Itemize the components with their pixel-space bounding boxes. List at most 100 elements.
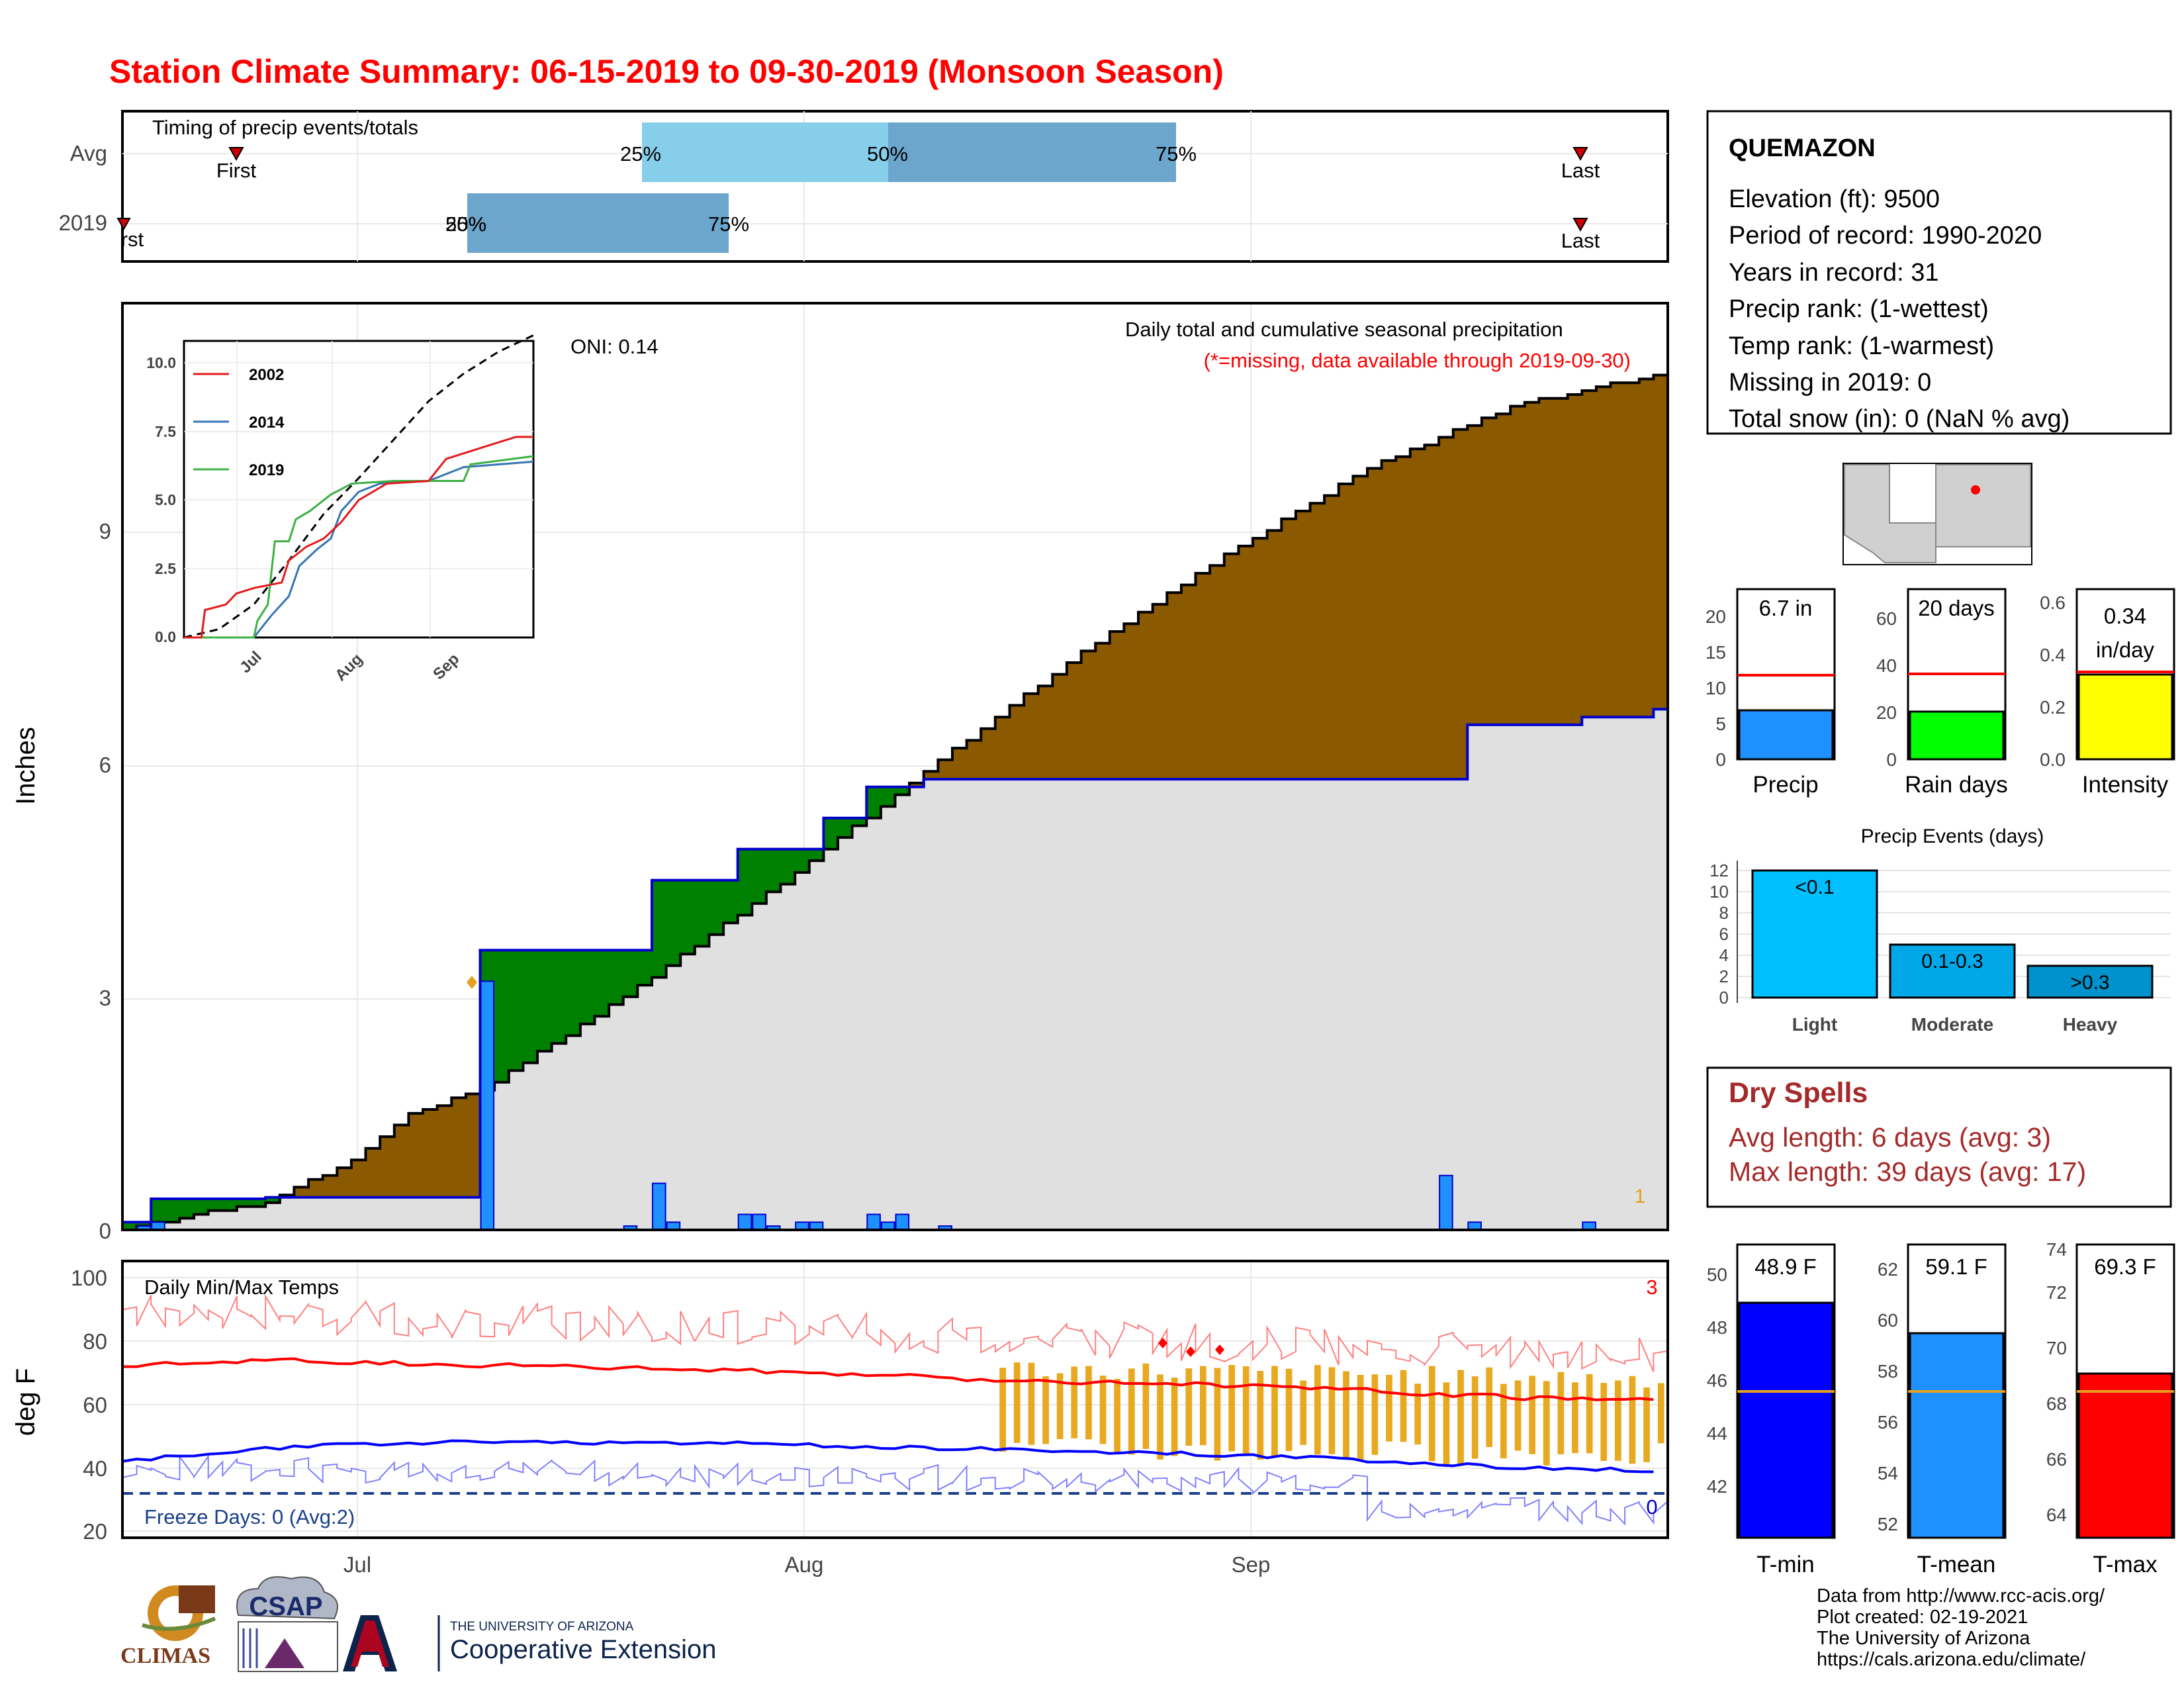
events-ytick-10: 10 <box>1709 882 1729 902</box>
daily-temp-range-bar <box>1572 1382 1578 1454</box>
daily-temp-range-bar <box>1615 1380 1621 1461</box>
dry-spells-max: Max length: 39 days (avg: 17) <box>1729 1156 2086 1187</box>
events-bar-light <box>1751 869 1878 999</box>
precip-bar <box>1738 709 1834 761</box>
inset-ytick-2.5: 2.5 <box>155 560 176 577</box>
main-caption: Daily total and cumulative seasonal prec… <box>1125 318 1563 341</box>
intensity-value: 0.34 <box>2104 604 2146 628</box>
temp-ytick-60: 60 <box>83 1393 107 1417</box>
tmin-label: T-min <box>1756 1552 1815 1577</box>
tmean-ytick-54: 54 <box>1878 1463 1898 1483</box>
tmin-mean-line <box>122 1439 1654 1474</box>
daily-precip-bars <box>136 980 1596 1231</box>
daily-temp-range-bar <box>999 1368 1006 1452</box>
tmin-ytick-50: 50 <box>1707 1264 1727 1285</box>
daily-temp-range-bar <box>1300 1380 1307 1445</box>
daily-temp-range-bar <box>1128 1368 1135 1455</box>
precip-ytick-10: 10 <box>1706 678 1726 698</box>
temp-ytick-40: 40 <box>83 1456 107 1481</box>
daily-temp-range-bar <box>1285 1368 1293 1451</box>
inset-avg-line <box>183 334 534 639</box>
footer-line-3: The University of Arizona <box>1817 1628 2030 1649</box>
daily-precip-bar <box>737 1213 752 1231</box>
climas-wordmark: CLIMAS <box>120 1644 210 1668</box>
station-line-6: Missing in 2019: 0 <box>1729 369 1931 397</box>
ua-small-text: THE UNIVERSITY OF ARIZONA <box>450 1620 634 1634</box>
events-label-light: <0.1 <box>1795 876 1834 898</box>
avg-p75-label: 75% <box>1156 142 1197 165</box>
raindays-value: 20 days <box>1918 596 1995 620</box>
locator-map <box>1843 463 2032 565</box>
tmin-ytick-44: 44 <box>1707 1423 1727 1444</box>
daily-temp-range-bar <box>1443 1382 1450 1466</box>
record-high-line <box>122 1293 1668 1372</box>
daily-temp-range-bar <box>1257 1371 1264 1460</box>
station-line-2: Period of record: 1990-2020 <box>1729 222 2042 250</box>
events-ytick-8: 8 <box>1719 903 1729 923</box>
precip-ytick-0: 0 <box>1715 749 1726 770</box>
daily-temp-range-bar <box>1543 1381 1550 1466</box>
temps-label: Daily Min/Max Temps <box>144 1276 339 1299</box>
precip-events-chart: Precip Events (days) <0.1 0.1-0.3 >0.3 0… <box>1709 825 2171 1035</box>
tmean-ytick-52: 52 <box>1878 1514 1898 1534</box>
main-ylabel: Inches <box>11 727 40 805</box>
tmax-mean-line <box>122 1357 1654 1401</box>
daily-precip-bar <box>895 1213 910 1231</box>
station-info-box: QUEMAZON Elevation (ft): 9500 Period of … <box>1706 110 2172 435</box>
daily-temp-range-bar <box>1042 1376 1049 1444</box>
tmax-ytick-66: 66 <box>2046 1449 2067 1470</box>
daily-temp-range-bar <box>1242 1366 1250 1454</box>
tmean-bar <box>1909 1332 2005 1539</box>
daily-temp-range-bar <box>1657 1383 1664 1444</box>
raindays-ytick-60: 60 <box>1876 608 1897 629</box>
events-ytick-0: 0 <box>1719 988 1729 1008</box>
record-low-line <box>122 1454 1668 1526</box>
events-ytick-6: 6 <box>1719 924 1729 944</box>
daily-temp-range-bar <box>1028 1362 1035 1445</box>
intensity-bar <box>2077 673 2173 761</box>
tmax-bar-chart: 69.3 F 64 66 68 70 72 74 T-max <box>2046 1239 2175 1577</box>
dry-spells-title: Dry Spells <box>1729 1077 1868 1109</box>
precip-label: Precip <box>1752 772 1818 798</box>
tmax-ytick-72: 72 <box>2046 1282 2067 1303</box>
cum-avg-area <box>122 709 1668 1230</box>
oni-value: ONI: 0.14 <box>570 335 659 358</box>
2019-p25-label: 25% <box>445 212 486 236</box>
timing-row-2019: 2019 <box>59 211 107 235</box>
events-label-moderate: 0.1-0.3 <box>1921 951 1983 972</box>
avg-quartile-bar-high <box>888 122 1176 182</box>
raindays-label: Rain days <box>1905 772 2008 798</box>
intensity-label: Intensity <box>2082 772 2169 798</box>
station-name: QUEMAZON <box>1729 134 1876 162</box>
footer-line-1: Data from http://www.rcc-acis.org/ <box>1817 1585 2105 1607</box>
tmin-bar <box>1738 1301 1834 1539</box>
inset-2002-line <box>184 436 533 639</box>
tmin-ytick-46: 46 <box>1707 1370 1727 1391</box>
avg-first-marker-icon <box>228 147 244 162</box>
main-precip-panel: Daily total and cumulative seasonal prec… <box>11 302 1669 1243</box>
tmax-ytick-70: 70 <box>2046 1338 2067 1358</box>
tmean-ytick-56: 56 <box>1878 1412 1898 1432</box>
events-cat-light: Light <box>1792 1014 1837 1035</box>
intensity-ytick-0.6: 0.6 <box>2040 592 2066 613</box>
freeze-days-label: Freeze Days: 0 (Avg:2) <box>144 1505 355 1528</box>
inset-ytick-0: 0.0 <box>155 628 176 645</box>
daily-temp-range-bar <box>1629 1376 1636 1464</box>
mini-raindays-chart: 20 days 0 20 40 60 Rain days <box>1876 588 2008 798</box>
events-cat-moderate: Moderate <box>1911 1014 1993 1035</box>
daily-temp-range-bar <box>1157 1374 1163 1460</box>
tmax-ytick-64: 64 <box>2046 1505 2067 1525</box>
events-ytick-4: 4 <box>1719 945 1729 965</box>
station-line-7: Total snow (in): 0 (NaN % avg) <box>1729 405 2070 433</box>
timing-label: Timing of precip events/totals <box>152 116 418 139</box>
tmin-bar-chart: 48.9 F 42 44 46 48 50 T-min <box>1707 1243 1836 1577</box>
events-ytick-12: 12 <box>1709 861 1729 880</box>
legend-2002: 2002 <box>249 366 284 384</box>
daily-precip-bar <box>752 1213 766 1231</box>
daily-temp-range-bar <box>1343 1371 1349 1459</box>
ua-wordmark: Cooperative Extension <box>450 1635 716 1664</box>
daily-temp-range-bar <box>1142 1363 1150 1449</box>
missing-note: (*=missing, data available through 2019-… <box>1204 349 1631 372</box>
daily-temp-range-bar <box>1514 1380 1522 1451</box>
tmax-bar <box>2077 1372 2173 1539</box>
